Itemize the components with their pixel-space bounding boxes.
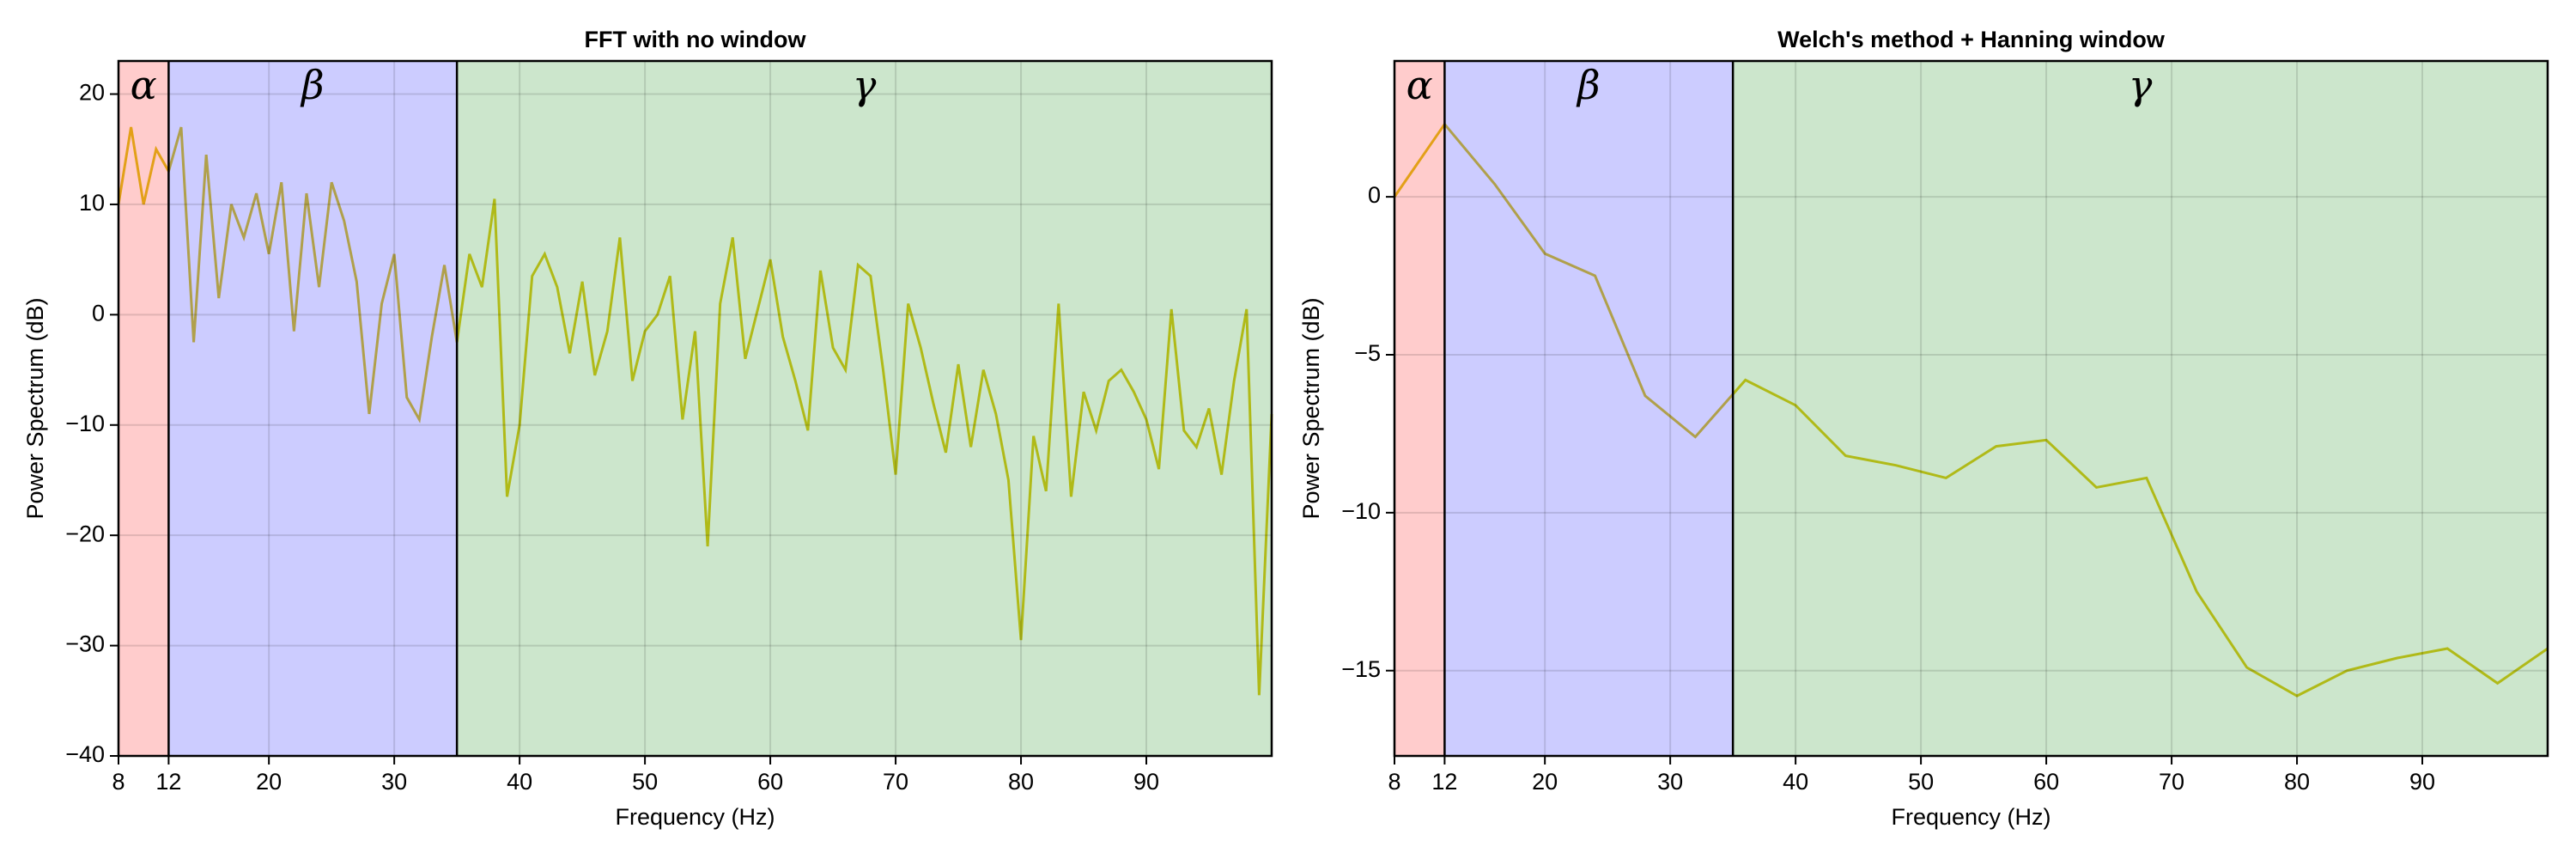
x-tick-label: 40 xyxy=(507,769,532,795)
y-axis-label: Power Spectrum (dB) xyxy=(22,297,48,519)
y-tick-label: −40 xyxy=(65,741,105,767)
y-tick-label: −15 xyxy=(1341,656,1381,682)
x-tick-label: 12 xyxy=(155,769,181,795)
x-tick-label: 70 xyxy=(883,769,908,795)
y-axis-label: Power Spectrum (dB) xyxy=(1298,297,1324,519)
data-line xyxy=(117,126,1273,696)
plot: α β γ 8 12 20 30 40 50 60 70 80 90 −40 −30 −20 −10 0 10 20 F… xyxy=(22,27,1273,830)
y-tick-label: −5 xyxy=(1354,340,1381,366)
chart-title: FFT with no window xyxy=(585,27,807,52)
x-tick-label: 20 xyxy=(1532,769,1558,795)
y-tick-label: 0 xyxy=(92,300,105,326)
band xyxy=(168,61,458,756)
x-tick-label: 90 xyxy=(2409,769,2435,795)
plot-frame xyxy=(1393,59,2549,758)
x-axis-label: Frequency (Hz) xyxy=(615,804,775,830)
y-tick-label: −20 xyxy=(65,521,105,546)
x-tick-label: 90 xyxy=(1133,769,1159,795)
x-tick-label: 50 xyxy=(632,769,658,795)
y-tick-label: 20 xyxy=(79,80,105,106)
band-label: β xyxy=(300,62,325,108)
x-tick-label: 12 xyxy=(1431,769,1457,795)
x-tick-label: 8 xyxy=(112,769,125,795)
band xyxy=(1733,61,2548,756)
band-label: β xyxy=(1576,62,1601,108)
data-line xyxy=(1393,122,2549,698)
x-tick-label: 70 xyxy=(2159,769,2184,795)
band xyxy=(1394,61,1445,756)
chart-title: Welch's method + Hanning window xyxy=(1777,27,2166,52)
y-tick-label: −10 xyxy=(65,411,105,436)
plot-area xyxy=(118,61,1272,756)
y-tick-label: −10 xyxy=(1341,498,1381,524)
band-label: α xyxy=(1406,62,1433,108)
y-tick-label: 10 xyxy=(79,190,105,216)
x-axis-label: Frequency (Hz) xyxy=(1891,804,2050,830)
band xyxy=(1444,61,1734,756)
band-label: γ xyxy=(2129,62,2153,108)
x-tick-label: 30 xyxy=(1657,769,1683,795)
plot-frame xyxy=(117,59,1273,758)
x-tick-label: 40 xyxy=(1783,769,1808,795)
plot: α β γ 8 12 20 30 40 50 60 70 80 90 −15 −10 −5 0 Welch's m… xyxy=(1298,27,2549,830)
y-tick-label: −30 xyxy=(65,631,105,657)
band xyxy=(118,61,169,756)
x-tick-label: 20 xyxy=(256,769,282,795)
band-label: α xyxy=(131,62,157,108)
y-tick-label: 0 xyxy=(1368,182,1381,208)
x-tick-label: 30 xyxy=(381,769,407,795)
x-tick-label: 60 xyxy=(757,769,783,795)
x-tick-label: 50 xyxy=(1908,769,1934,795)
x-tick-label: 80 xyxy=(2284,769,2310,795)
x-tick-label: 60 xyxy=(2033,769,2059,795)
band-label: γ xyxy=(853,62,877,108)
plot-area xyxy=(1394,61,2548,756)
band xyxy=(457,61,1272,756)
x-tick-label: 8 xyxy=(1388,769,1400,795)
x-tick-label: 80 xyxy=(1008,769,1034,795)
